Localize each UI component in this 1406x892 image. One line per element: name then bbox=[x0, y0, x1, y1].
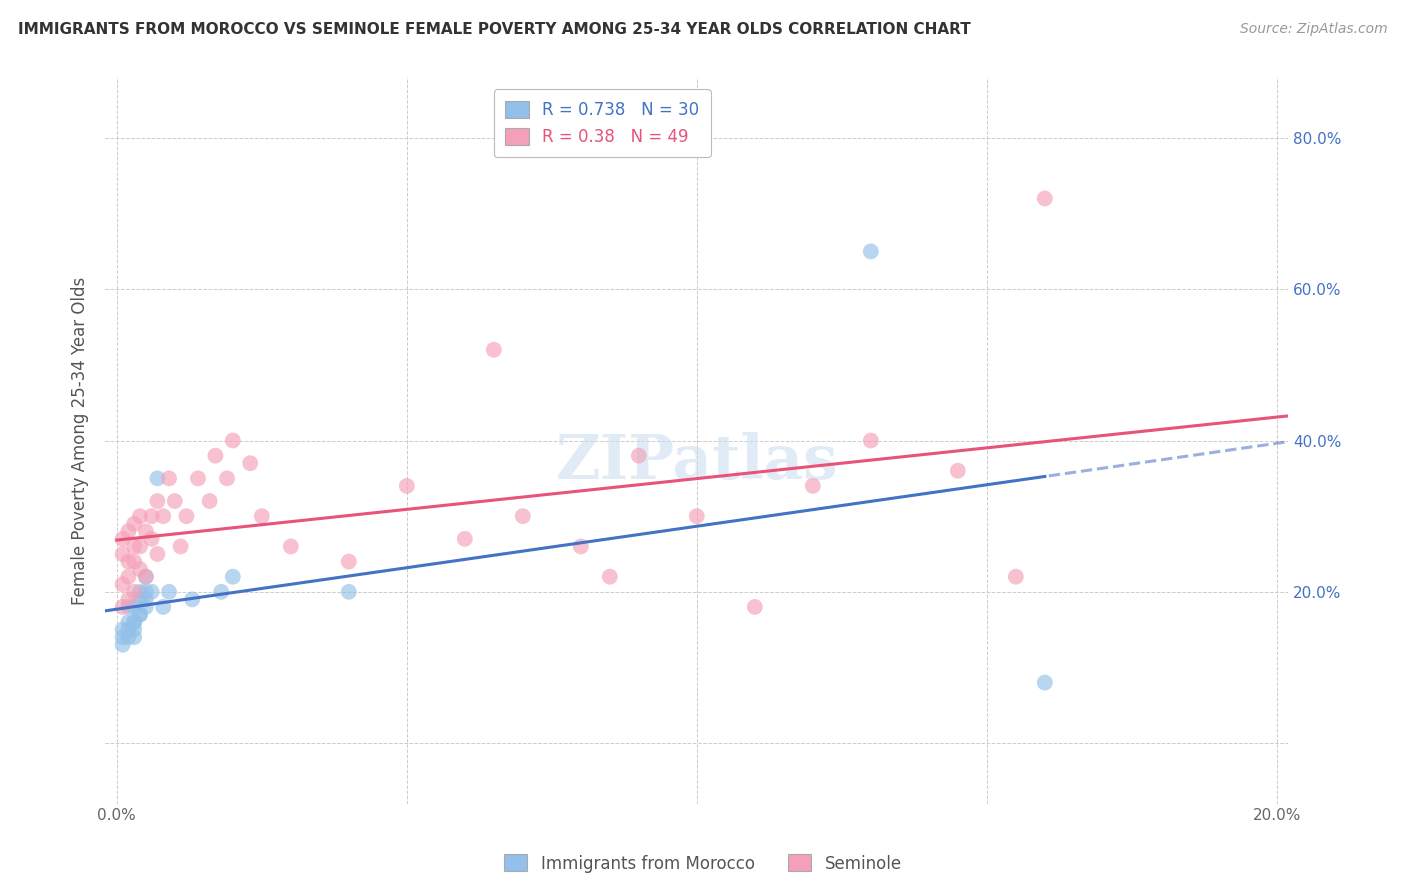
Point bbox=[135, 584, 157, 599]
Point bbox=[209, 584, 232, 599]
Point bbox=[859, 244, 882, 259]
Point bbox=[1033, 675, 1056, 690]
Point bbox=[337, 555, 360, 569]
Legend: Immigrants from Morocco, Seminole: Immigrants from Morocco, Seminole bbox=[498, 847, 908, 880]
Point bbox=[135, 592, 157, 607]
Point bbox=[122, 555, 145, 569]
Point bbox=[946, 464, 969, 478]
Point bbox=[250, 509, 273, 524]
Point bbox=[215, 471, 238, 485]
Text: ZIPatlas: ZIPatlas bbox=[555, 433, 838, 492]
Point bbox=[111, 630, 134, 644]
Point bbox=[204, 449, 226, 463]
Point bbox=[141, 532, 163, 546]
Point bbox=[129, 509, 152, 524]
Point bbox=[222, 570, 245, 584]
Point bbox=[454, 532, 477, 546]
Point bbox=[146, 547, 169, 561]
Point bbox=[181, 592, 204, 607]
Point bbox=[129, 607, 152, 622]
Point bbox=[280, 540, 302, 554]
Point bbox=[686, 509, 709, 524]
Point bbox=[135, 599, 157, 614]
Point bbox=[169, 540, 191, 554]
Point bbox=[111, 532, 134, 546]
Point bbox=[482, 343, 505, 357]
Legend: R = 0.738   N = 30, R = 0.38   N = 49: R = 0.738 N = 30, R = 0.38 N = 49 bbox=[494, 89, 710, 157]
Point bbox=[599, 570, 621, 584]
Point bbox=[129, 607, 152, 622]
Point bbox=[627, 449, 650, 463]
Point bbox=[1033, 191, 1056, 205]
Point bbox=[198, 494, 221, 508]
Point bbox=[122, 516, 145, 531]
Point bbox=[146, 494, 169, 508]
Point bbox=[117, 599, 139, 614]
Point bbox=[141, 584, 163, 599]
Point bbox=[111, 599, 134, 614]
Point bbox=[135, 524, 157, 539]
Point bbox=[146, 471, 169, 485]
Point bbox=[117, 524, 139, 539]
Point bbox=[129, 584, 152, 599]
Point bbox=[152, 509, 174, 524]
Point bbox=[111, 623, 134, 637]
Point bbox=[176, 509, 198, 524]
Point bbox=[122, 584, 145, 599]
Text: IMMIGRANTS FROM MOROCCO VS SEMINOLE FEMALE POVERTY AMONG 25-34 YEAR OLDS CORRELA: IMMIGRANTS FROM MOROCCO VS SEMINOLE FEMA… bbox=[18, 22, 972, 37]
Point bbox=[122, 615, 145, 629]
Point bbox=[111, 577, 134, 591]
Point bbox=[111, 638, 134, 652]
Point bbox=[122, 623, 145, 637]
Point bbox=[141, 509, 163, 524]
Point bbox=[117, 570, 139, 584]
Point bbox=[512, 509, 534, 524]
Point bbox=[129, 562, 152, 576]
Point bbox=[239, 456, 262, 470]
Point bbox=[157, 584, 180, 599]
Point bbox=[163, 494, 186, 508]
Point bbox=[569, 540, 592, 554]
Point bbox=[111, 547, 134, 561]
Point bbox=[135, 570, 157, 584]
Point bbox=[1004, 570, 1026, 584]
Point bbox=[122, 540, 145, 554]
Y-axis label: Female Poverty Among 25-34 Year Olds: Female Poverty Among 25-34 Year Olds bbox=[72, 277, 89, 605]
Point bbox=[122, 599, 145, 614]
Point bbox=[157, 471, 180, 485]
Point bbox=[117, 630, 139, 644]
Point bbox=[129, 540, 152, 554]
Point bbox=[117, 615, 139, 629]
Text: Source: ZipAtlas.com: Source: ZipAtlas.com bbox=[1240, 22, 1388, 37]
Point bbox=[152, 599, 174, 614]
Point bbox=[187, 471, 209, 485]
Point bbox=[135, 570, 157, 584]
Point bbox=[129, 592, 152, 607]
Point bbox=[117, 623, 139, 637]
Point bbox=[117, 555, 139, 569]
Point bbox=[859, 434, 882, 448]
Point bbox=[222, 434, 245, 448]
Point bbox=[744, 599, 766, 614]
Point bbox=[117, 592, 139, 607]
Point bbox=[801, 479, 824, 493]
Point bbox=[122, 630, 145, 644]
Point bbox=[337, 584, 360, 599]
Point bbox=[395, 479, 418, 493]
Point bbox=[122, 615, 145, 629]
